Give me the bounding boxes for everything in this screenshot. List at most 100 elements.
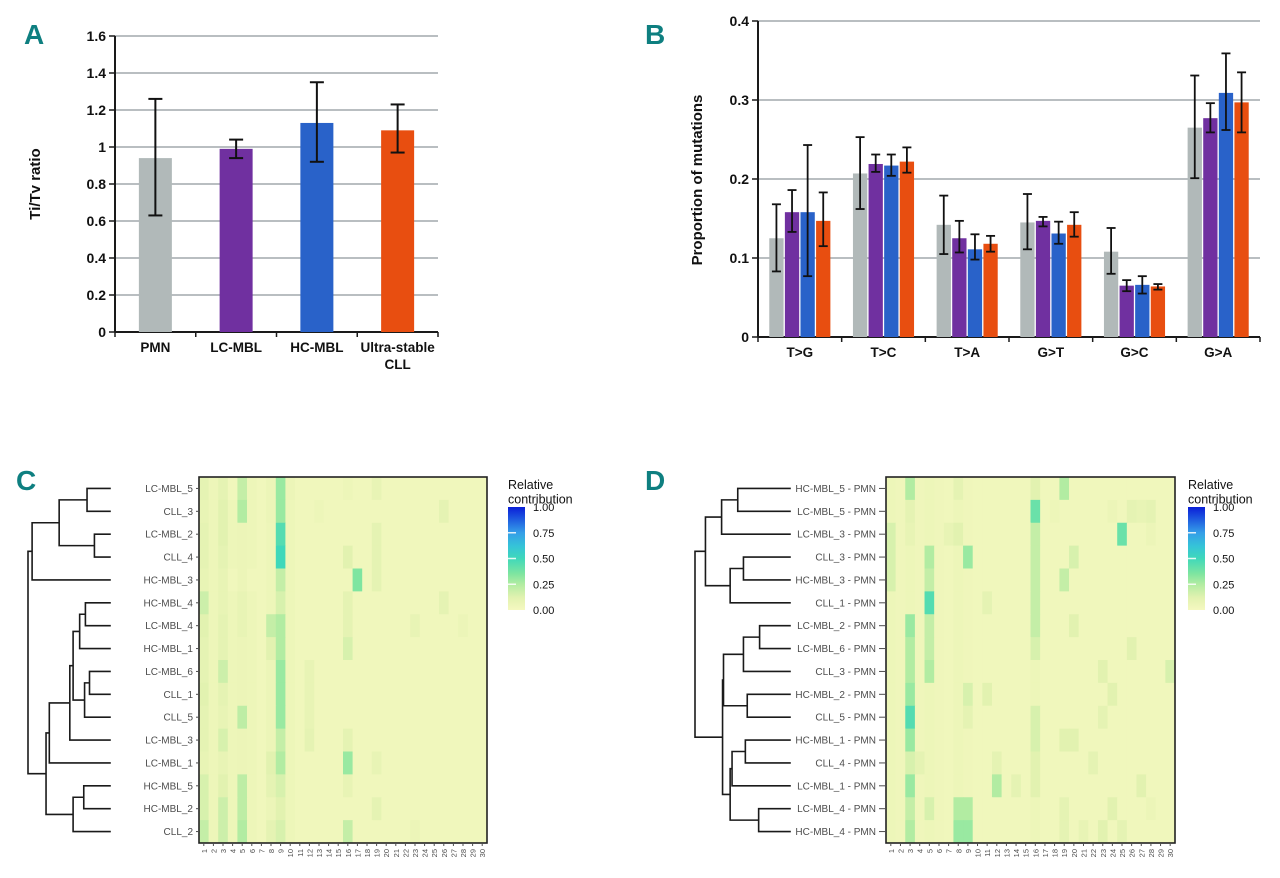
- svg-text:21: 21: [392, 849, 401, 857]
- svg-text:LC-MBL_5 - PMN: LC-MBL_5 - PMN: [797, 507, 876, 518]
- svg-text:21: 21: [1079, 849, 1088, 857]
- svg-text:CLL_3: CLL_3: [164, 507, 194, 518]
- svg-text:0.4: 0.4: [87, 250, 107, 266]
- svg-text:23: 23: [1099, 849, 1108, 857]
- svg-text:HC-MBL_4: HC-MBL_4: [144, 598, 194, 609]
- svg-text:LC-MBL_3 - PMN: LC-MBL_3 - PMN: [797, 530, 876, 541]
- svg-text:20: 20: [1070, 849, 1079, 857]
- svg-text:0.2: 0.2: [730, 171, 750, 187]
- svg-text:CLL_5 - PMN: CLL_5 - PMN: [815, 713, 876, 724]
- svg-text:4: 4: [916, 849, 925, 853]
- svg-text:T>G: T>G: [787, 345, 814, 360]
- bar-PMN: [769, 238, 784, 337]
- bar-Ultra-stable CLL: [983, 243, 998, 337]
- svg-text:contribution: contribution: [508, 493, 573, 507]
- panel-a-yaxis-title: Ti/Tv ratio: [27, 148, 44, 219]
- panel-a-label: A: [24, 19, 44, 50]
- col-labels: 1 2 3 4 5 6 7 8 9 10 11 12 13 14 15 16 17 18 19 20 21 22 23 24 2…: [200, 843, 487, 857]
- svg-text:8: 8: [267, 849, 276, 853]
- svg-text:8: 8: [954, 849, 963, 853]
- svg-text:CLL_4 - PMN: CLL_4 - PMN: [815, 758, 876, 769]
- svg-text:26: 26: [440, 849, 449, 857]
- bar-LC-MBL: [868, 163, 883, 337]
- svg-text:0.8: 0.8: [87, 176, 107, 192]
- error-bars: [148, 81, 405, 217]
- svg-text:5: 5: [925, 849, 934, 853]
- svg-text:15: 15: [1022, 849, 1031, 857]
- panel-c-heatmap: LC-MBL_5 CLL_3 LC-MBL_2 CLL_4 HC-MBL_3 HC-MBL…: [27, 476, 573, 857]
- svg-text:HC-MBL_5: HC-MBL_5: [144, 781, 194, 792]
- svg-text:PMN: PMN: [140, 340, 170, 355]
- svg-text:25: 25: [430, 849, 439, 857]
- svg-text:CLL_1 - PMN: CLL_1 - PMN: [815, 598, 876, 609]
- svg-text:23: 23: [411, 849, 420, 857]
- svg-text:29: 29: [1157, 849, 1166, 857]
- svg-text:1.6: 1.6: [87, 28, 107, 44]
- heatmap-border: [198, 476, 488, 844]
- svg-text:LC-MBL_6 - PMN: LC-MBL_6 - PMN: [797, 644, 876, 655]
- svg-text:G>A: G>A: [1204, 345, 1232, 360]
- svg-text:LC-MBL_4: LC-MBL_4: [145, 621, 193, 632]
- svg-text:1: 1: [98, 139, 106, 155]
- svg-text:22: 22: [401, 849, 410, 857]
- svg-text:HC-MBL_2 - PMN: HC-MBL_2 - PMN: [795, 690, 876, 701]
- svg-text:CLL: CLL: [385, 357, 411, 372]
- svg-text:HC-MBL_5 - PMN: HC-MBL_5 - PMN: [795, 484, 876, 495]
- dendrogram: [694, 487, 791, 833]
- svg-text:1.00: 1.00: [533, 502, 554, 514]
- svg-text:G>C: G>C: [1120, 345, 1148, 360]
- svg-text:T>A: T>A: [954, 345, 980, 360]
- svg-text:CLL_3 - PMN: CLL_3 - PMN: [815, 553, 876, 564]
- svg-text:1.2: 1.2: [87, 102, 107, 118]
- svg-text:0.75: 0.75: [533, 528, 554, 540]
- dendrogram: [27, 487, 111, 833]
- svg-text:24: 24: [1108, 849, 1117, 857]
- heatmap-border: [885, 476, 1176, 844]
- bar-LC-MBL: [952, 238, 967, 337]
- svg-text:0.4: 0.4: [730, 13, 750, 29]
- svg-text:27: 27: [1137, 849, 1146, 857]
- bar-PMN: [852, 173, 868, 337]
- svg-text:11: 11: [983, 849, 992, 857]
- svg-text:17: 17: [1041, 849, 1050, 857]
- svg-text:LC-MBL_2: LC-MBL_2: [145, 530, 193, 541]
- svg-text:30: 30: [1166, 849, 1175, 857]
- svg-text:22: 22: [1089, 849, 1098, 857]
- svg-text:6: 6: [248, 849, 257, 853]
- svg-text:0.2: 0.2: [87, 287, 107, 303]
- svg-text:Ultra-stable: Ultra-stable: [360, 340, 435, 355]
- bar-PMN: [936, 224, 951, 337]
- svg-text:0.50: 0.50: [1213, 554, 1234, 566]
- svg-text:LC-MBL_5: LC-MBL_5: [145, 484, 193, 495]
- svg-text:30: 30: [478, 849, 487, 857]
- panel-b-chart: 0 0.1 0.2 0.3 0.4 T>G T>C T>A G>T G>C G>A: [730, 13, 1261, 360]
- heatmap-cells: [886, 477, 1176, 844]
- svg-text:10: 10: [286, 849, 295, 857]
- svg-text:Relative: Relative: [508, 478, 553, 492]
- svg-text:24: 24: [421, 849, 430, 857]
- svg-text:T>C: T>C: [871, 345, 897, 360]
- svg-text:HC-MBL_4 - PMN: HC-MBL_4 - PMN: [795, 827, 876, 838]
- svg-text:HC-MBL_3: HC-MBL_3: [144, 575, 194, 586]
- error-bars: [771, 52, 1247, 295]
- panel-a-chart: 0 0.2 0.4 0.6 0.8 1 1.2 1.4 1.6 PMN LC-MBL HC-MBL Ul…: [87, 28, 439, 372]
- svg-text:Relative: Relative: [1188, 478, 1233, 492]
- svg-text:LC-MBL_4 - PMN: LC-MBL_4 - PMN: [797, 804, 876, 815]
- panel-a: A Ti/Tv ratio 0 0.2 0.4 0.6 0.8 1 1.2 1.4 1.6 PMN…: [24, 19, 439, 372]
- bars: [769, 92, 1249, 338]
- bar-LC-MBL: [784, 212, 800, 337]
- svg-text:0: 0: [741, 329, 749, 345]
- svg-text:12: 12: [305, 849, 314, 857]
- panel-d-label: D: [645, 465, 665, 496]
- bar-Ultra-stable CLL: [899, 161, 915, 337]
- y-tick-labels: 0 0.2 0.4 0.6 0.8 1 1.2 1.4 1.6: [87, 28, 107, 340]
- bar-HC-MBL: [1051, 233, 1066, 337]
- svg-text:LC-MBL_1: LC-MBL_1: [145, 758, 193, 769]
- svg-text:CLL_5: CLL_5: [164, 713, 194, 724]
- svg-text:1: 1: [887, 849, 896, 853]
- svg-text:CLL_4: CLL_4: [164, 553, 194, 564]
- svg-text:28: 28: [459, 849, 468, 857]
- bar-Ultra-stable CLL: [1234, 102, 1249, 338]
